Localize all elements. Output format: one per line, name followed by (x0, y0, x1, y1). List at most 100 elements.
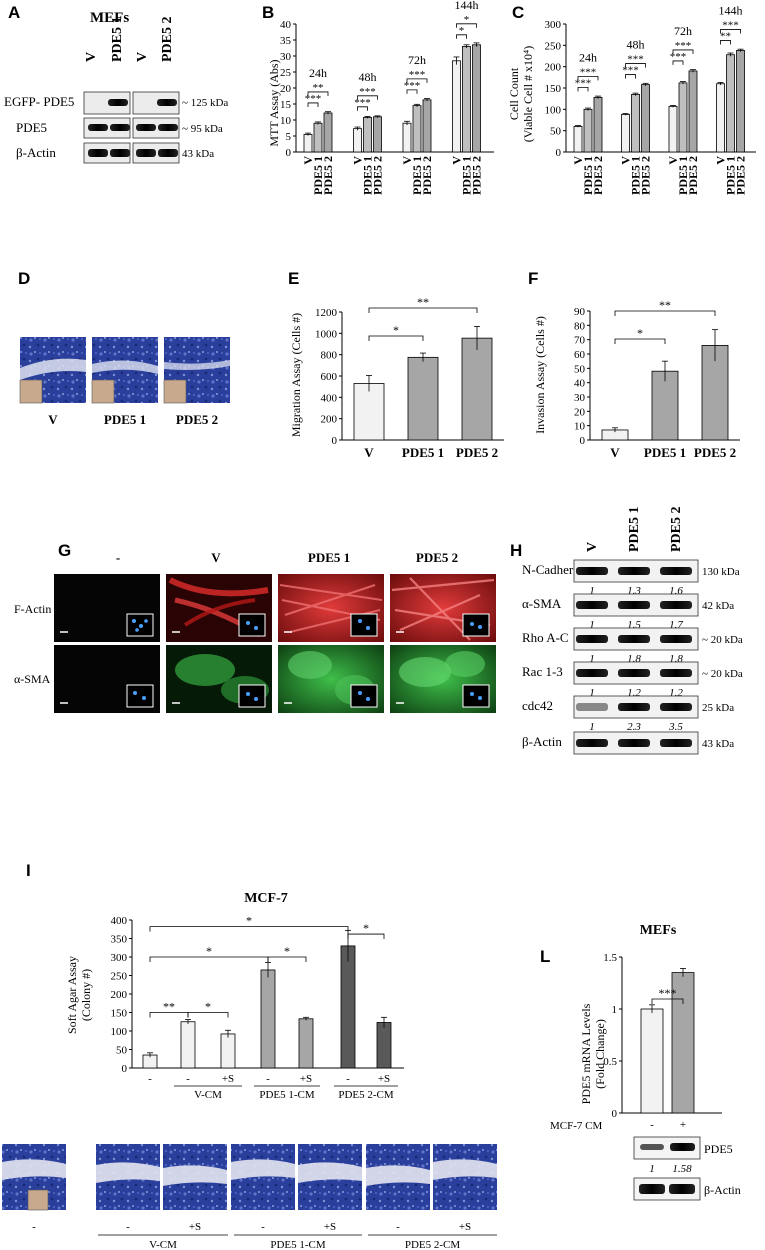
panel-b-y-tick-label: 5 (286, 131, 292, 143)
panel-a-kda-1: ~ 125 kDa (182, 97, 228, 109)
panel-i-category-label: +S (300, 1073, 312, 1085)
panel-l-bar (640, 1008, 664, 1114)
panel-f-y-tick-label: 50 (574, 363, 586, 375)
panel-c-significance-bracket (672, 60, 684, 65)
panel-a-row-egfp: EGFP- PDE5 (4, 94, 74, 109)
panel-b-category-label: V (400, 156, 414, 165)
panel-e-significance-label: ** (417, 295, 429, 309)
panel-b-significance-bracket (357, 106, 368, 111)
panel-b-significance-bracket (406, 89, 418, 94)
panel-f-significance-bracket (614, 310, 716, 316)
panel-e-y-tick-label: 1000 (315, 328, 338, 340)
panel-e-y-tick-label: 0 (332, 435, 338, 447)
panel-b-y-tick-label: 40 (280, 19, 292, 31)
panel-a-kda-2: ~ 95 kDa (182, 123, 223, 135)
panel-c-category-label: PDE5 1 (629, 156, 643, 195)
panel-b-significance-bracket (357, 95, 378, 100)
panel-i-wound-gap (2, 1159, 66, 1180)
panel-i-significance-label: * (284, 944, 290, 958)
panel-h-lane-2: PDE5 1 (627, 507, 642, 553)
panel-i-significance-bracket (267, 956, 307, 962)
panel-d-image-v (19, 337, 86, 404)
panel-i-image-label: - (126, 1221, 130, 1233)
panel-e: E Migration Assay (Cells #) 0 200 400 600 80… (288, 269, 504, 460)
panel-c-y-tick-label: 200 (545, 62, 562, 74)
panel-i-bar (260, 969, 276, 1069)
panel-i-image-label: +S (324, 1221, 336, 1233)
panel-i-image-label: - (32, 1221, 36, 1233)
panel-f-ylabel: Invasion Assay (Cells #) (533, 316, 547, 434)
panel-c-category-label: PDE5 1 (581, 156, 595, 195)
panel-c-bar (678, 82, 688, 153)
panel-e-significance-label: * (393, 323, 399, 337)
panel-c-category-label: PDE5 2 (591, 156, 605, 195)
panel-i-bar (220, 1033, 236, 1069)
panel-c-bar (736, 50, 745, 153)
panel-i-group-label: PDE5 1-CM (259, 1089, 315, 1101)
panel-e-letter: E (288, 269, 299, 288)
panel-c-letter: C (512, 3, 524, 22)
panel-c-group-label: 48h (627, 38, 645, 52)
panel-c-significance-label: *** (575, 77, 592, 89)
panel-i-y-tick-label: 100 (111, 1026, 128, 1038)
panel-g-image-f-actin-1 (54, 574, 160, 642)
panel-b-significance-label: *** (354, 97, 371, 109)
panel-i-ylabel-2: (Colony #) (79, 969, 93, 1021)
panel-g-image-sma-3 (278, 645, 384, 713)
panel-h-row-label: N-Cadherin (522, 562, 584, 577)
panel-e-bar (407, 356, 439, 441)
panel-b-category-label: PDE5 2 (420, 156, 434, 195)
panel-h-lane-3: PDE5 2 (669, 507, 684, 553)
panel-h-quant: 1 (589, 585, 595, 597)
panel-i-y-tick-label: 350 (111, 934, 128, 946)
panel-i-group-label: PDE5 2-CM (338, 1089, 394, 1101)
panel-c-bar (641, 84, 650, 153)
panel-a-kda-3: 43 kDa (182, 148, 214, 160)
panel-h-band (618, 703, 650, 711)
panel-b-category-label: V (450, 156, 464, 165)
panel-b-bar (452, 60, 461, 153)
panel-h-row-label: Rho A-C (522, 630, 569, 645)
panel-i-category-label: +S (378, 1073, 390, 1085)
panel-a-lane-1: V (84, 52, 99, 62)
panel-b-category-label: PDE5 1 (361, 156, 375, 195)
panel-h-band (576, 635, 608, 643)
panel-l-blot-row-1: PDE5 (704, 1142, 733, 1156)
panel-i-y-tick-label: 250 (111, 971, 128, 983)
panel-i-category-label: - (148, 1073, 152, 1085)
panel-b-significance-bracket (456, 23, 477, 28)
panel-c-ylabel-1: Cell Count (507, 67, 521, 120)
panel-f-significance-label: ** (659, 298, 671, 312)
panel-e-ylabel: Migration Assay (Cells #) (289, 313, 303, 437)
panel-h-band (618, 601, 650, 609)
panel-c-bar (631, 94, 640, 153)
panel-b-bar (303, 133, 313, 153)
panel-b-y-tick-label: 25 (280, 67, 292, 79)
panel-b-bar (353, 128, 362, 153)
panel-b-category-label: PDE5 1 (311, 156, 325, 195)
panel-f-y-tick-label: 20 (574, 406, 586, 418)
panel-i-image-label: - (396, 1221, 400, 1233)
panel-b-y-tick-label: 20 (280, 83, 292, 95)
panel-e-category-label: PDE5 1 (402, 445, 444, 460)
panel-i-bar (376, 1022, 392, 1069)
panel-b-significance-bracket (406, 78, 428, 83)
panel-c-category-label: V (571, 156, 585, 165)
panel-c-significance-bracket (720, 29, 741, 34)
panel-l-ylabel-1: PDE5 mRNA Levels (579, 1003, 593, 1104)
panel-c-y-tick-label: 50 (550, 126, 562, 138)
panel-i-category-label: - (266, 1073, 270, 1085)
panel-i-ylabel-1: Soft Agar Assay (65, 956, 79, 1034)
panel-b-significance-bracket (307, 102, 319, 107)
panel-h-letter: H (510, 541, 522, 560)
panel-i-wound-gap (433, 1159, 497, 1180)
panel-h-band (618, 739, 650, 747)
panel-c-y-tick-label: 100 (545, 104, 562, 116)
panel-g-image-sma-4 (390, 645, 496, 713)
panel-h-kda: ~ 20 kDa (702, 634, 743, 646)
panel-c-significance-bracket (577, 86, 589, 92)
panel-b-group-label: 72h (408, 53, 426, 67)
panel-c-group-label: 144h (719, 3, 743, 17)
panel-b-significance-label: *** (404, 80, 421, 92)
panel-h-quant: 1 (589, 721, 595, 733)
